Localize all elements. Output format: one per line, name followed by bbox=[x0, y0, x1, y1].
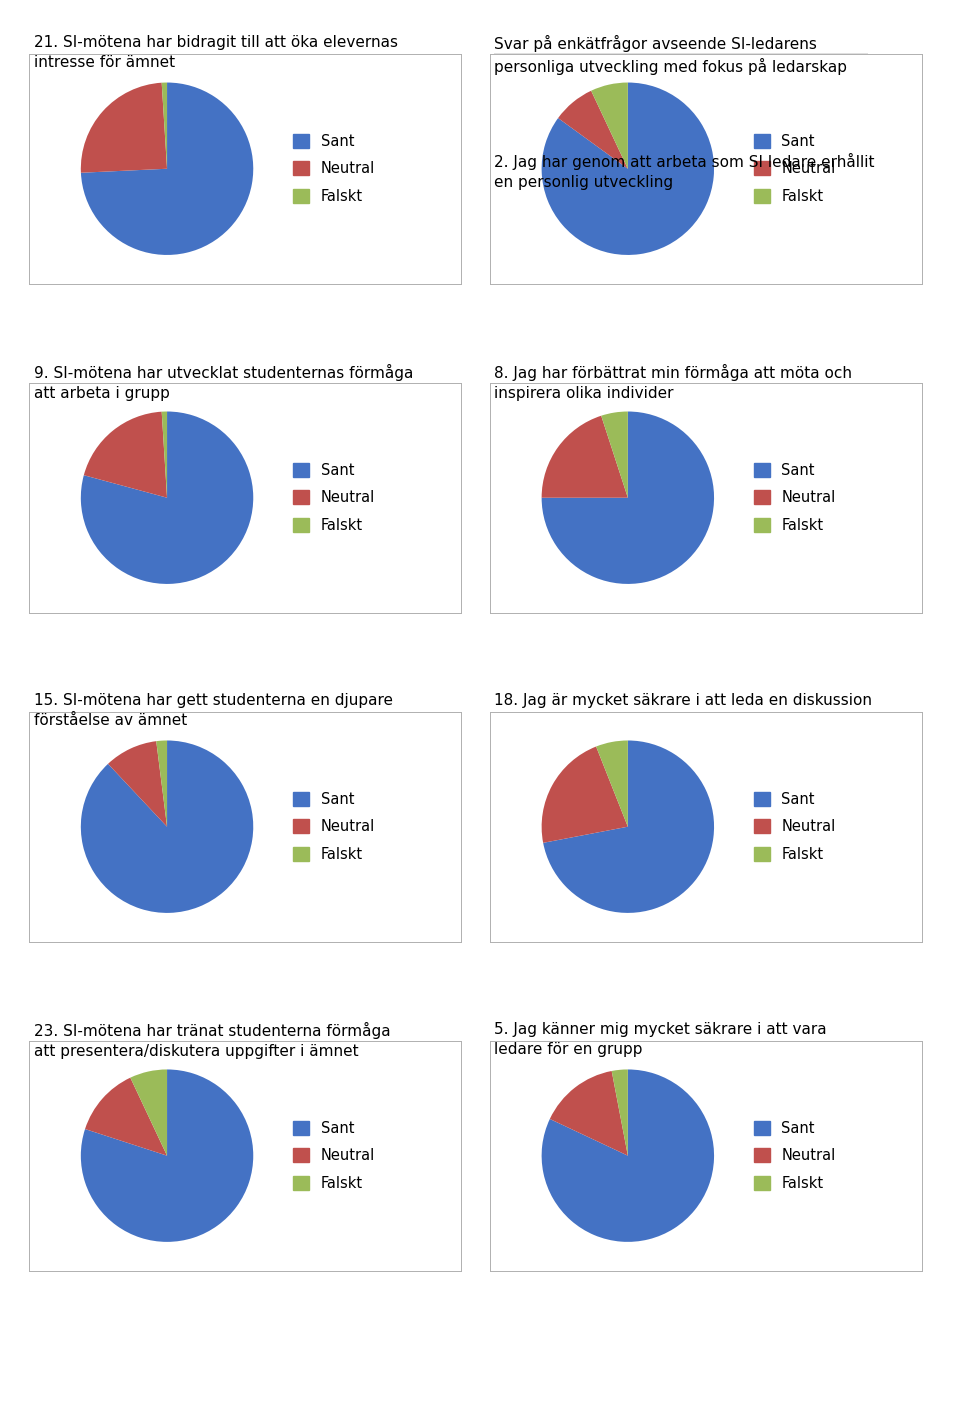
Wedge shape bbox=[81, 82, 253, 255]
Wedge shape bbox=[541, 1069, 714, 1242]
Wedge shape bbox=[541, 415, 628, 498]
Wedge shape bbox=[541, 82, 714, 255]
Wedge shape bbox=[108, 742, 167, 827]
Legend: Sant, Neutral, Falskt: Sant, Neutral, Falskt bbox=[754, 791, 835, 862]
Text: 23. SI-mötena har tränat studenterna förmåga
att presentera/diskutera uppgifter : 23. SI-mötena har tränat studenterna för… bbox=[34, 1022, 390, 1059]
Wedge shape bbox=[596, 740, 628, 827]
Text: 9. SI-mötena har utvecklat studenternas förmåga
att arbeta i grupp: 9. SI-mötena har utvecklat studenternas … bbox=[34, 364, 413, 401]
Legend: Sant, Neutral, Falskt: Sant, Neutral, Falskt bbox=[293, 462, 374, 533]
Text: 5. Jag känner mig mycket säkrare i att vara
ledare för en grupp: 5. Jag känner mig mycket säkrare i att v… bbox=[494, 1022, 827, 1058]
Wedge shape bbox=[81, 411, 253, 584]
Wedge shape bbox=[543, 740, 714, 913]
Wedge shape bbox=[81, 1069, 253, 1242]
Wedge shape bbox=[84, 411, 167, 498]
Legend: Sant, Neutral, Falskt: Sant, Neutral, Falskt bbox=[754, 133, 835, 204]
Text: 18. Jag är mycket säkrare i att leda en diskussion: 18. Jag är mycket säkrare i att leda en … bbox=[494, 693, 873, 709]
Legend: Sant, Neutral, Falskt: Sant, Neutral, Falskt bbox=[293, 791, 374, 862]
Wedge shape bbox=[161, 82, 167, 169]
Wedge shape bbox=[541, 411, 714, 584]
Wedge shape bbox=[81, 82, 167, 173]
Text: 15. SI-mötena har gett studenterna en djupare
förståelse av ämnet: 15. SI-mötena har gett studenterna en dj… bbox=[34, 693, 393, 729]
Wedge shape bbox=[591, 82, 628, 169]
Legend: Sant, Neutral, Falskt: Sant, Neutral, Falskt bbox=[754, 462, 835, 533]
Wedge shape bbox=[131, 1069, 167, 1156]
Text: 8. Jag har förbättrat min förmåga att möta och
inspirera olika individer: 8. Jag har förbättrat min förmåga att mö… bbox=[494, 364, 852, 401]
Wedge shape bbox=[541, 746, 628, 842]
Legend: Sant, Neutral, Falskt: Sant, Neutral, Falskt bbox=[293, 133, 374, 204]
Wedge shape bbox=[612, 1069, 628, 1156]
Wedge shape bbox=[550, 1071, 628, 1156]
Wedge shape bbox=[558, 91, 628, 169]
Text: 21. SI-mötena har bidragit till att öka elevernas
intresse för ämnet: 21. SI-mötena har bidragit till att öka … bbox=[34, 35, 397, 71]
Wedge shape bbox=[601, 411, 628, 498]
Legend: Sant, Neutral, Falskt: Sant, Neutral, Falskt bbox=[754, 1120, 835, 1191]
Legend: Sant, Neutral, Falskt: Sant, Neutral, Falskt bbox=[293, 1120, 374, 1191]
Text: 2. Jag har genom att arbeta som SI ledare erhållit
en personlig utveckling: 2. Jag har genom att arbeta som SI ledar… bbox=[494, 153, 875, 190]
Wedge shape bbox=[85, 1078, 167, 1156]
Text: Svar på enkätfrågor avseende SI-ledarens
personliga utveckling med fokus på leda: Svar på enkätfrågor avseende SI-ledarens… bbox=[494, 35, 848, 75]
Wedge shape bbox=[81, 740, 253, 913]
Wedge shape bbox=[156, 740, 167, 827]
Wedge shape bbox=[161, 411, 167, 498]
